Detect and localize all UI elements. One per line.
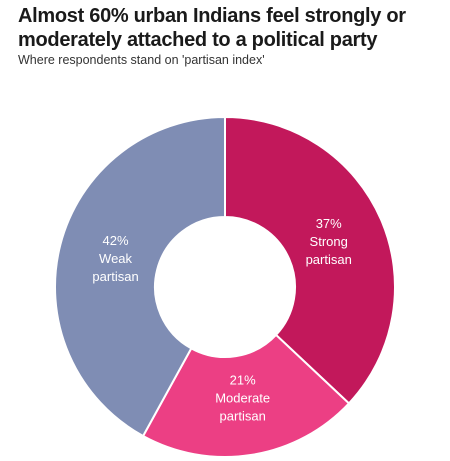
chart-subtitle: Where respondents stand on 'partisan ind…: [18, 53, 265, 67]
slice-label-moderate-partisan: 21% Moderate partisan: [215, 373, 270, 424]
slice-label-strong-partisan: 37% Strong partisan: [306, 216, 352, 267]
slice-category-label: partisan: [92, 269, 138, 284]
slice-value-label: 37%: [316, 216, 342, 231]
slice-category-label: partisan: [306, 252, 352, 267]
slice-value-label: 21%: [230, 373, 256, 388]
slice-value-label: 42%: [103, 233, 129, 248]
slice-category-label: Strong: [310, 234, 348, 249]
slice-moderate-partisan: [141, 333, 351, 458]
chart-title: Almost 60% urban Indians feel strongly o…: [18, 5, 406, 51]
slice-strong-partisan: [224, 115, 396, 405]
donut-slices: [54, 115, 396, 458]
slice-category-label: Weak: [99, 251, 132, 266]
slice-weak-partisan: [54, 115, 226, 438]
slice-category-label: Moderate: [215, 391, 270, 406]
slice-category-label: partisan: [220, 409, 266, 424]
slice-label-weak-partisan: 42% Weak partisan: [92, 233, 138, 284]
slice-labels: 37% Strong partisan 21% Moderate partisan 42% W…: [92, 216, 351, 423]
